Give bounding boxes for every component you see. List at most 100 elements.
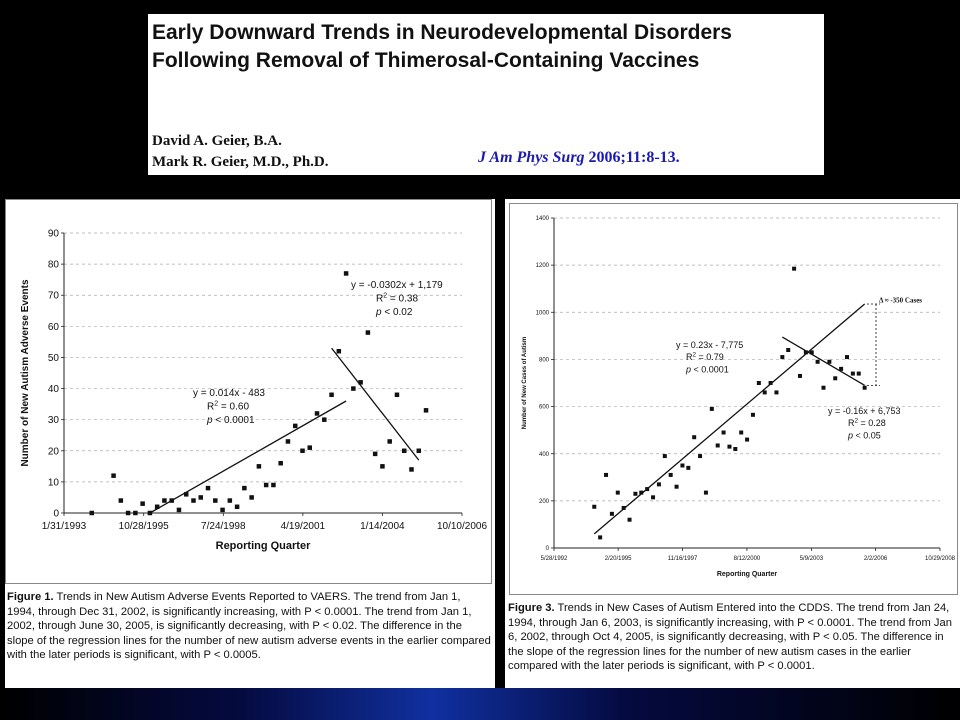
y-tick-label: 0	[53, 509, 59, 520]
y-tick-label: 40	[48, 384, 60, 395]
data-point	[692, 435, 697, 440]
slide-bottom-bar	[0, 688, 960, 720]
data-point	[686, 465, 691, 470]
x-axis-label: Reporting Quarter	[717, 571, 778, 578]
x-tick-label: 1/31/1993	[42, 521, 87, 532]
data-point	[242, 485, 247, 491]
data-point	[698, 454, 703, 459]
data-point	[358, 380, 363, 385]
trend-equation: y = -0.0302x + 1,179	[351, 280, 443, 291]
data-point	[271, 482, 276, 488]
y-tick-label: 50	[48, 353, 60, 364]
data-point	[792, 266, 797, 271]
y-tick-label: 1200	[536, 263, 550, 269]
data-point	[668, 472, 673, 477]
data-point	[285, 439, 291, 444]
x-tick-label: 8/12/2000	[734, 556, 761, 562]
author-2: Mark R. Geier, M.D., Ph.D.	[152, 154, 329, 170]
trend-p-value: p < 0.0001	[206, 415, 255, 426]
data-point	[409, 467, 414, 472]
trend-equation: y = 0.23x - 7,775	[676, 340, 743, 350]
data-point	[639, 490, 644, 495]
trendline	[782, 336, 865, 386]
data-point	[89, 510, 95, 516]
figure-1-panel: 0 10 20 30 40 50 60 70 80 90 1/31/1993 10/28/1995 7/…	[5, 199, 495, 688]
x-tick-label: 5/28/1992	[541, 556, 568, 562]
data-point	[234, 504, 240, 510]
data-point	[774, 390, 779, 395]
data-point	[372, 451, 378, 457]
trend-r-squared: R2 = 0.60	[207, 401, 249, 413]
y-tick-label: 200	[539, 499, 550, 505]
citation: J Am Phys Surg 2006;11:8-13.	[478, 149, 680, 167]
trend-p-value: p < 0.02	[375, 307, 413, 318]
data-point	[715, 443, 720, 448]
y-tick-label: 10	[48, 477, 60, 488]
data-point	[856, 371, 861, 376]
data-point	[154, 504, 160, 510]
figure-1-frame: 0 10 20 30 40 50 60 70 80 90 1/31/1993 10/28/1995 7/…	[5, 199, 492, 584]
trend-r-squared: R2 = 0.38	[376, 293, 418, 305]
figure-1-label: Figure 1.	[7, 591, 54, 603]
data-point	[322, 417, 327, 422]
data-point	[387, 439, 392, 444]
data-point	[394, 392, 400, 398]
figure-3-caption-text: Trends in New Cases of Autism Entered in…	[508, 602, 952, 672]
x-tick-label: 10/28/1995	[119, 521, 169, 532]
title-box: Early Downward Trends in Neurodevelopmen…	[148, 14, 824, 175]
y-tick-label: 800	[539, 358, 550, 364]
y-tick-label: 60	[48, 322, 60, 333]
x-tick-label: 5/9/2003	[800, 556, 824, 562]
data-point	[365, 330, 371, 335]
data-point	[674, 484, 679, 489]
trendline	[149, 400, 347, 514]
data-point	[307, 445, 313, 450]
y-tick-label: 400	[539, 452, 550, 458]
data-point	[609, 511, 614, 516]
data-point	[627, 517, 632, 522]
x-tick-label: 7/24/1998	[201, 521, 246, 532]
y-tick-label: 30	[48, 415, 60, 426]
data-point	[140, 501, 145, 506]
author-1: David A. Geier, B.A.	[152, 133, 282, 149]
data-point	[604, 472, 609, 477]
data-point	[292, 423, 298, 429]
y-axis-label: Number of New Autism Adverse Events	[20, 279, 31, 467]
x-tick-label: 1/14/2004	[360, 521, 405, 532]
data-point	[423, 408, 429, 413]
data-point	[756, 381, 761, 385]
y-tick-label: 600	[539, 405, 550, 411]
data-point	[821, 385, 826, 390]
citation-journal: J Am Phys Surg	[478, 149, 585, 166]
data-point	[815, 359, 820, 364]
data-point	[827, 359, 832, 364]
data-point	[709, 406, 714, 411]
trend-r-squared: R2 = 0.79	[686, 352, 724, 363]
data-point	[844, 355, 849, 360]
data-point	[278, 460, 283, 466]
data-point	[183, 492, 189, 497]
trend-p-value: p < 0.0001	[685, 364, 729, 374]
figure-1-caption-text: Trends in New Autism Adverse Events Repo…	[7, 591, 491, 661]
data-point	[621, 505, 626, 510]
data-point	[703, 490, 708, 495]
data-point	[329, 392, 334, 398]
data-point	[300, 448, 305, 454]
data-point	[133, 510, 138, 516]
data-point	[680, 463, 685, 468]
trend-equation: y = -0.16x + 6,753	[828, 406, 901, 416]
x-tick-label: 11/16/1997	[668, 556, 698, 562]
y-tick-label: 90	[48, 229, 60, 240]
data-point	[633, 491, 638, 496]
authors: David A. Geier, B.A. Mark R. Geier, M.D.…	[152, 131, 329, 173]
data-point	[351, 386, 356, 391]
y-tick-label: 1000	[536, 310, 550, 316]
data-point	[256, 464, 262, 469]
data-point	[380, 464, 385, 469]
x-tick-label: 2/20/1995	[605, 556, 632, 562]
data-point	[176, 507, 182, 513]
trend-equation: y = 0.014x - 483	[193, 388, 265, 399]
data-point	[862, 385, 867, 390]
trendline	[331, 347, 420, 461]
data-point	[786, 348, 791, 352]
